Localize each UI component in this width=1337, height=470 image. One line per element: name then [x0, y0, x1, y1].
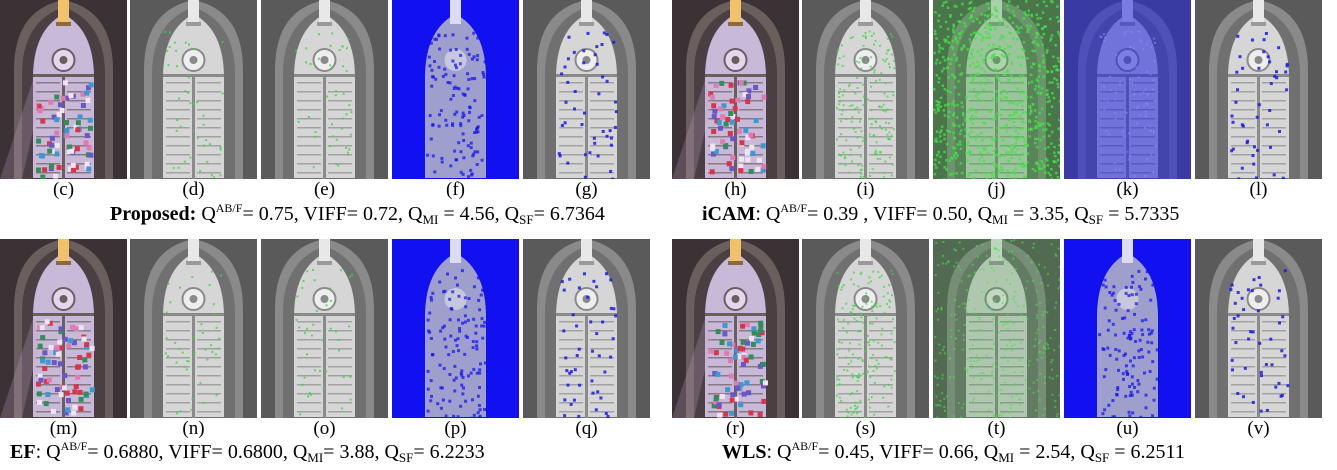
window-photo	[802, 239, 929, 418]
label-c: (c)	[52, 179, 75, 200]
q-mi-value: = 4.56,	[443, 203, 500, 225]
image-o	[261, 239, 388, 418]
image-s	[802, 239, 929, 418]
q-sf-value: = 5.7335	[1108, 203, 1180, 225]
method-name: WLS	[722, 441, 767, 463]
method-name: EF	[10, 441, 36, 463]
q-abf-value: = 0.39 ,	[807, 203, 869, 225]
q-abf-value: = 0.45,	[818, 441, 875, 463]
label-s: (s)	[855, 418, 876, 439]
window-photo	[261, 0, 388, 179]
q-abf-value: = 0.75,	[242, 203, 299, 225]
image-e	[261, 0, 388, 179]
image-q	[523, 239, 650, 418]
q-mi-value: = 3.35,	[1012, 203, 1070, 225]
caption-ef: EF: QAB/F= 0.6880, VIFF= 0.6800, QMI= 3.…	[10, 439, 485, 465]
label-p: (p)	[444, 418, 467, 439]
image-r	[672, 239, 799, 418]
image-n	[130, 239, 257, 418]
image-t	[933, 239, 1060, 418]
image-m	[0, 239, 127, 418]
label-r: (r)	[726, 418, 745, 439]
q-abf-value: = 0.6880,	[87, 441, 164, 463]
window-photo	[933, 239, 1060, 418]
label-f: (f)	[446, 179, 465, 200]
window-photo	[672, 239, 799, 418]
image-g	[523, 0, 650, 179]
label-v: (v)	[1247, 418, 1270, 439]
image-d	[130, 0, 257, 179]
viff-value: VIFF= 0.6800,	[168, 441, 288, 463]
label-u: (u)	[1116, 418, 1139, 439]
image-p	[392, 239, 519, 418]
viff-value: VIFF= 0.66,	[879, 441, 979, 463]
method-name: Proposed:	[110, 203, 197, 225]
window-photo	[802, 0, 929, 179]
label-j: (j)	[987, 179, 1006, 200]
q-mi-value: = 2.54,	[1019, 441, 1076, 463]
label-d: (d)	[182, 179, 205, 200]
q-sf-value: = 6.2511	[1114, 441, 1185, 463]
label-l: (l)	[1249, 179, 1268, 200]
panel-ef: (m) (n) (o) (p) (q) EF: QAB/F= 0.6880, V…	[0, 239, 650, 470]
caption-wls: WLS: QAB/F= 0.45, VIFF= 0.66, QMI = 2.54…	[722, 439, 1185, 465]
q-sf-value: = 6.2233	[413, 441, 485, 463]
window-photo	[392, 239, 519, 418]
image-k	[1064, 0, 1191, 179]
image-u	[1064, 239, 1191, 418]
image-c	[0, 0, 127, 179]
window-photo	[130, 0, 257, 179]
label-e: (e)	[313, 179, 336, 200]
window-photo	[523, 0, 650, 179]
panel-icam: (h) (i) (j) (k) (l) iCAM: QAB/F= 0.39 , …	[672, 0, 1337, 235]
label-q: (q)	[575, 418, 598, 439]
label-k: (k)	[1116, 179, 1139, 200]
image-f	[392, 0, 519, 179]
window-photo	[0, 0, 127, 179]
window-photo	[130, 239, 257, 418]
label-g: (g)	[575, 179, 598, 200]
window-photo	[1195, 239, 1322, 418]
panel-proposed: (c) (d) (e) (f) (g) Proposed: QAB/F= 0.7…	[0, 0, 650, 235]
window-photo	[1064, 239, 1191, 418]
image-l	[1195, 0, 1322, 179]
q-sf-value: = 6.7364	[533, 203, 605, 225]
label-i: (i)	[856, 179, 875, 200]
image-h	[672, 0, 799, 179]
image-j	[933, 0, 1060, 179]
label-h: (h)	[724, 179, 747, 200]
panel-wls: (r) (s) (t) (u) (v) WLS: QAB/F= 0.45, VI…	[672, 239, 1337, 470]
label-o: (o)	[313, 418, 336, 439]
viff-value: VIFF= 0.50,	[872, 203, 973, 225]
window-photo	[0, 239, 127, 418]
label-t: (t)	[987, 418, 1006, 439]
window-photo	[1195, 0, 1322, 179]
image-v	[1195, 239, 1322, 418]
viff-value: VIFF= 0.72,	[303, 203, 404, 225]
label-n: (n)	[182, 418, 205, 439]
window-photo	[1064, 0, 1191, 179]
window-photo	[523, 239, 650, 418]
image-i	[802, 0, 929, 179]
window-photo	[933, 0, 1060, 179]
window-photo	[672, 0, 799, 179]
label-m: (m)	[49, 418, 78, 439]
window-photo	[261, 239, 388, 418]
window-photo	[392, 0, 519, 179]
q-mi-value: = 3.88,	[323, 441, 380, 463]
method-name: iCAM	[702, 203, 756, 225]
caption-proposed: Proposed: QAB/F= 0.75, VIFF= 0.72, QMI =…	[110, 201, 605, 227]
caption-icam: iCAM: QAB/F= 0.39 , VIFF= 0.50, QMI = 3.…	[702, 201, 1180, 227]
